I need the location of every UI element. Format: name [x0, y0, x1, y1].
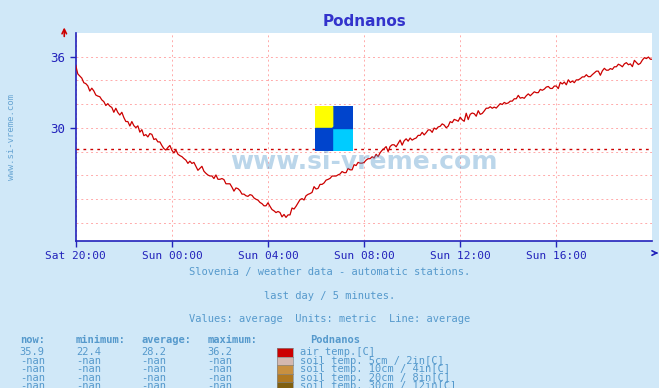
Text: average:: average:: [142, 335, 192, 345]
Text: Slovenia / weather data - automatic stations.: Slovenia / weather data - automatic stat…: [189, 267, 470, 277]
Text: -nan: -nan: [76, 381, 101, 388]
Text: -nan: -nan: [208, 372, 233, 383]
Text: -nan: -nan: [76, 372, 101, 383]
Text: now:: now:: [20, 335, 45, 345]
Text: Podnanos: Podnanos: [310, 335, 360, 345]
Text: -nan: -nan: [208, 381, 233, 388]
Text: soil temp. 10cm / 4in[C]: soil temp. 10cm / 4in[C]: [300, 364, 450, 374]
Text: 22.4: 22.4: [76, 347, 101, 357]
Text: 28.2: 28.2: [142, 347, 167, 357]
Text: Values: average  Units: metric  Line: average: Values: average Units: metric Line: aver…: [189, 314, 470, 324]
Text: -nan: -nan: [76, 355, 101, 365]
Text: 35.9: 35.9: [20, 347, 45, 357]
Text: -nan: -nan: [142, 372, 167, 383]
Polygon shape: [315, 106, 332, 128]
Text: -nan: -nan: [142, 364, 167, 374]
Text: -nan: -nan: [208, 355, 233, 365]
Polygon shape: [315, 106, 332, 128]
Text: soil temp. 5cm / 2in[C]: soil temp. 5cm / 2in[C]: [300, 355, 444, 365]
Polygon shape: [332, 128, 353, 151]
Text: -nan: -nan: [20, 381, 45, 388]
Text: -nan: -nan: [142, 381, 167, 388]
Text: last day / 5 minutes.: last day / 5 minutes.: [264, 291, 395, 301]
Text: -nan: -nan: [20, 364, 45, 374]
Text: -nan: -nan: [20, 372, 45, 383]
Text: -nan: -nan: [208, 364, 233, 374]
Text: minimum:: minimum:: [76, 335, 126, 345]
Polygon shape: [315, 106, 353, 151]
Text: www.si-vreme.com: www.si-vreme.com: [231, 150, 498, 174]
Text: maximum:: maximum:: [208, 335, 258, 345]
Polygon shape: [315, 128, 332, 151]
Text: air temp.[C]: air temp.[C]: [300, 347, 375, 357]
Text: -nan: -nan: [76, 364, 101, 374]
Text: soil temp. 30cm / 12in[C]: soil temp. 30cm / 12in[C]: [300, 381, 456, 388]
Text: www.si-vreme.com: www.si-vreme.com: [7, 94, 16, 180]
Text: -nan: -nan: [20, 355, 45, 365]
Polygon shape: [332, 106, 353, 128]
Polygon shape: [332, 126, 353, 151]
Text: 36.2: 36.2: [208, 347, 233, 357]
Title: Podnanos: Podnanos: [322, 14, 406, 29]
Text: soil temp. 20cm / 8in[C]: soil temp. 20cm / 8in[C]: [300, 372, 450, 383]
Text: -nan: -nan: [142, 355, 167, 365]
